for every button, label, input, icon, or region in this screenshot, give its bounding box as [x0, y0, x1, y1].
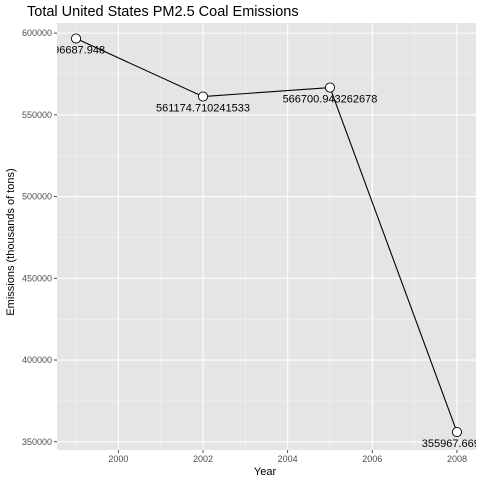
y-axis: 350000 400000 450000 500000 550000 600000 — [22, 28, 57, 447]
data-point — [451, 426, 463, 438]
y-tick-label: 600000 — [22, 28, 52, 38]
plot-panel — [57, 23, 476, 450]
y-tick-label: 400000 — [22, 355, 52, 365]
x-tick-label: 2006 — [362, 454, 382, 464]
y-tick-label: 350000 — [22, 437, 52, 447]
y-tick-label: 500000 — [22, 192, 52, 202]
data-point — [197, 91, 209, 102]
y-tick-label: 550000 — [22, 110, 52, 120]
data-label: 566700.943262678 — [283, 94, 378, 106]
data-label: 561174.710241533 — [156, 103, 250, 115]
x-tick-label: 2002 — [193, 454, 213, 464]
data-label: 596687.948 — [47, 45, 105, 57]
y-axis-title: Emissions (thousands of tons) — [5, 168, 17, 315]
data-label: 355967.66942 — [422, 438, 480, 450]
minor-gridlines — [57, 23, 476, 450]
x-tick-label: 2004 — [278, 454, 298, 464]
data-point — [324, 82, 336, 93]
data-labels: 596687.948 561174.710241533 566700.9432626… — [47, 45, 480, 450]
data-points — [70, 33, 463, 438]
x-axis-title: Year — [254, 466, 277, 478]
y-tick-label: 450000 — [22, 273, 52, 283]
x-axis: 2000 2002 2004 2006 2008 — [108, 450, 467, 464]
series-line — [75, 38, 458, 433]
x-tick-label: 2000 — [108, 454, 128, 464]
data-point — [70, 33, 82, 44]
x-tick-label: 2008 — [447, 454, 467, 464]
chart-title: Total United States PM2.5 Coal Emissions — [27, 4, 299, 20]
